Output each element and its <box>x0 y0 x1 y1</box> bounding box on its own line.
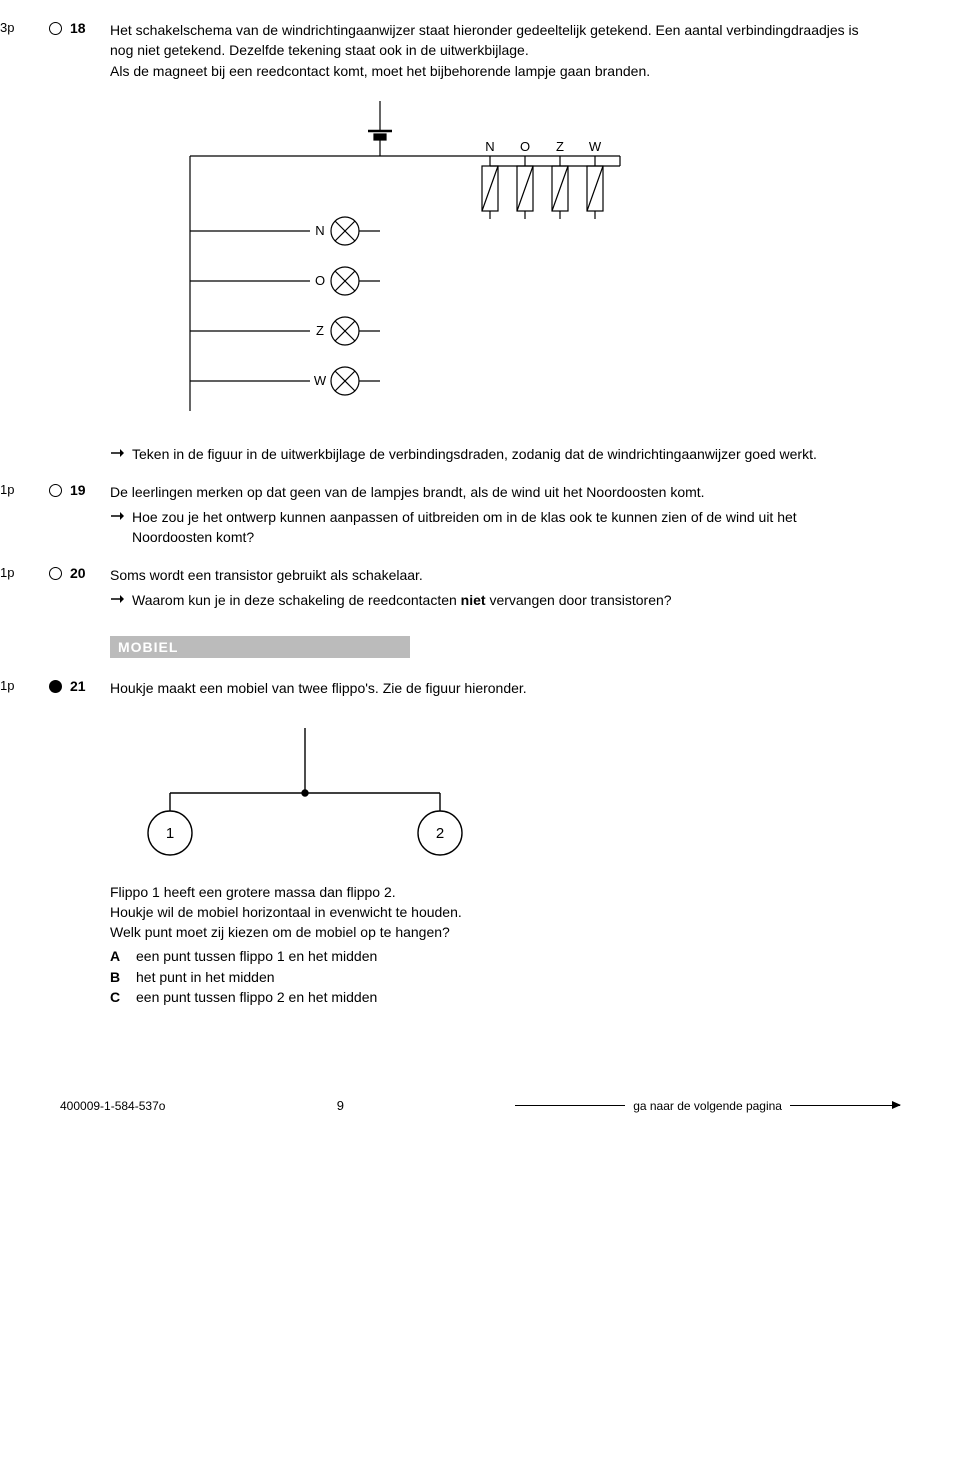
open-circle-icon <box>49 484 62 497</box>
arrow-right-icon <box>110 592 124 606</box>
svg-text:O: O <box>315 273 325 288</box>
svg-text:2: 2 <box>436 825 444 842</box>
footer-right: ga naar de volgende pagina <box>515 1099 900 1113</box>
paragraph: Als de magneet bij een reedcontact komt,… <box>110 61 860 81</box>
svg-text:W: W <box>589 139 602 154</box>
question-20: 1p 20 Soms wordt een transistor gebruikt… <box>0 565 960 610</box>
svg-text:N: N <box>485 139 494 154</box>
mobile-diagram: 12 <box>110 718 860 863</box>
option-text: een punt tussen flippo 1 en het midden <box>136 946 377 966</box>
circuit-diagram: N O Z W N O Z W <box>110 101 860 426</box>
paragraph: Houkje maakt een mobiel van twee flippo'… <box>110 678 860 698</box>
question-number: 18 <box>70 20 110 464</box>
paragraph: Houkje wil de mobiel horizontaal in even… <box>110 902 860 922</box>
option-text: het punt in het midden <box>136 967 275 987</box>
options-list: Aeen punt tussen flippo 1 en het midden … <box>110 946 860 1007</box>
svg-text:N: N <box>315 223 324 238</box>
paragraph: De leerlingen merken op dat geen van de … <box>110 482 860 502</box>
arrow-right-icon <box>110 509 124 523</box>
option-c: Ceen punt tussen flippo 2 en het midden <box>110 987 860 1007</box>
svg-text:O: O <box>520 139 530 154</box>
task-text: Waarom kun je in deze schakeling de reed… <box>132 590 672 610</box>
question-21: 1p 21 Houkje maakt een mobiel van twee f… <box>0 678 960 1007</box>
question-number: 19 <box>70 482 110 547</box>
svg-text:W: W <box>314 373 327 388</box>
option-b: Bhet punt in het midden <box>110 967 860 987</box>
question-number: 21 <box>70 678 110 1007</box>
task-line: Teken in de figuur in de uitwerkbijlage … <box>110 444 860 464</box>
marker <box>40 20 70 464</box>
option-letter: B <box>110 967 136 987</box>
question-19: 1p 19 De leerlingen merken op dat geen v… <box>0 482 960 547</box>
circuit-svg: N O Z W N O Z W <box>110 101 630 421</box>
svg-text:Z: Z <box>316 323 324 338</box>
svg-text:Z: Z <box>556 139 564 154</box>
filled-circle-icon <box>49 680 62 693</box>
open-circle-icon <box>49 567 62 580</box>
option-text: een punt tussen flippo 2 en het midden <box>136 987 377 1007</box>
mobile-svg: 12 <box>110 718 510 858</box>
task-text: Hoe zou je het ontwerp kunnen aanpassen … <box>132 507 860 548</box>
question-body: Soms wordt een transistor gebruikt als s… <box>110 565 960 610</box>
option-a: Aeen punt tussen flippo 1 en het midden <box>110 946 860 966</box>
paragraph: Soms wordt een transistor gebruikt als s… <box>110 565 860 585</box>
question-18: 3p 18 Het schakelschema van de windricht… <box>0 20 960 464</box>
paragraph: Het schakelschema van de windrichtingaan… <box>110 20 860 61</box>
points: 1p <box>0 565 40 610</box>
paragraph: Welk punt moet zij kiezen om de mobiel o… <box>110 922 860 942</box>
marker <box>40 482 70 547</box>
question-number: 20 <box>70 565 110 610</box>
arrow-right-icon <box>790 1105 900 1106</box>
marker <box>40 678 70 1007</box>
paragraph: Flippo 1 heeft een grotere massa dan fli… <box>110 882 860 902</box>
svg-text:1: 1 <box>166 825 174 842</box>
task-text: Teken in de figuur in de uitwerkbijlage … <box>132 444 817 464</box>
footer-left: 400009-1-584-537o <box>60 1099 165 1113</box>
page-footer: 400009-1-584-537o 9 ga naar de volgende … <box>0 1098 960 1113</box>
footer-right-text: ga naar de volgende pagina <box>633 1099 782 1113</box>
points: 1p <box>0 678 40 1007</box>
option-letter: C <box>110 987 136 1007</box>
arrow-right-icon <box>110 446 124 460</box>
option-letter: A <box>110 946 136 966</box>
task-line: Hoe zou je het ontwerp kunnen aanpassen … <box>110 507 860 548</box>
marker <box>40 565 70 610</box>
question-body: Houkje maakt een mobiel van twee flippo'… <box>110 678 960 1007</box>
page-number: 9 <box>337 1098 344 1113</box>
question-body: De leerlingen merken op dat geen van de … <box>110 482 960 547</box>
points: 1p <box>0 482 40 547</box>
points: 3p <box>0 20 40 464</box>
footer-line <box>515 1105 625 1106</box>
task-line: Waarom kun je in deze schakeling de reed… <box>110 590 860 610</box>
open-circle-icon <box>49 22 62 35</box>
section-header: MOBIEL <box>110 636 410 658</box>
question-body: Het schakelschema van de windrichtingaan… <box>110 20 960 464</box>
